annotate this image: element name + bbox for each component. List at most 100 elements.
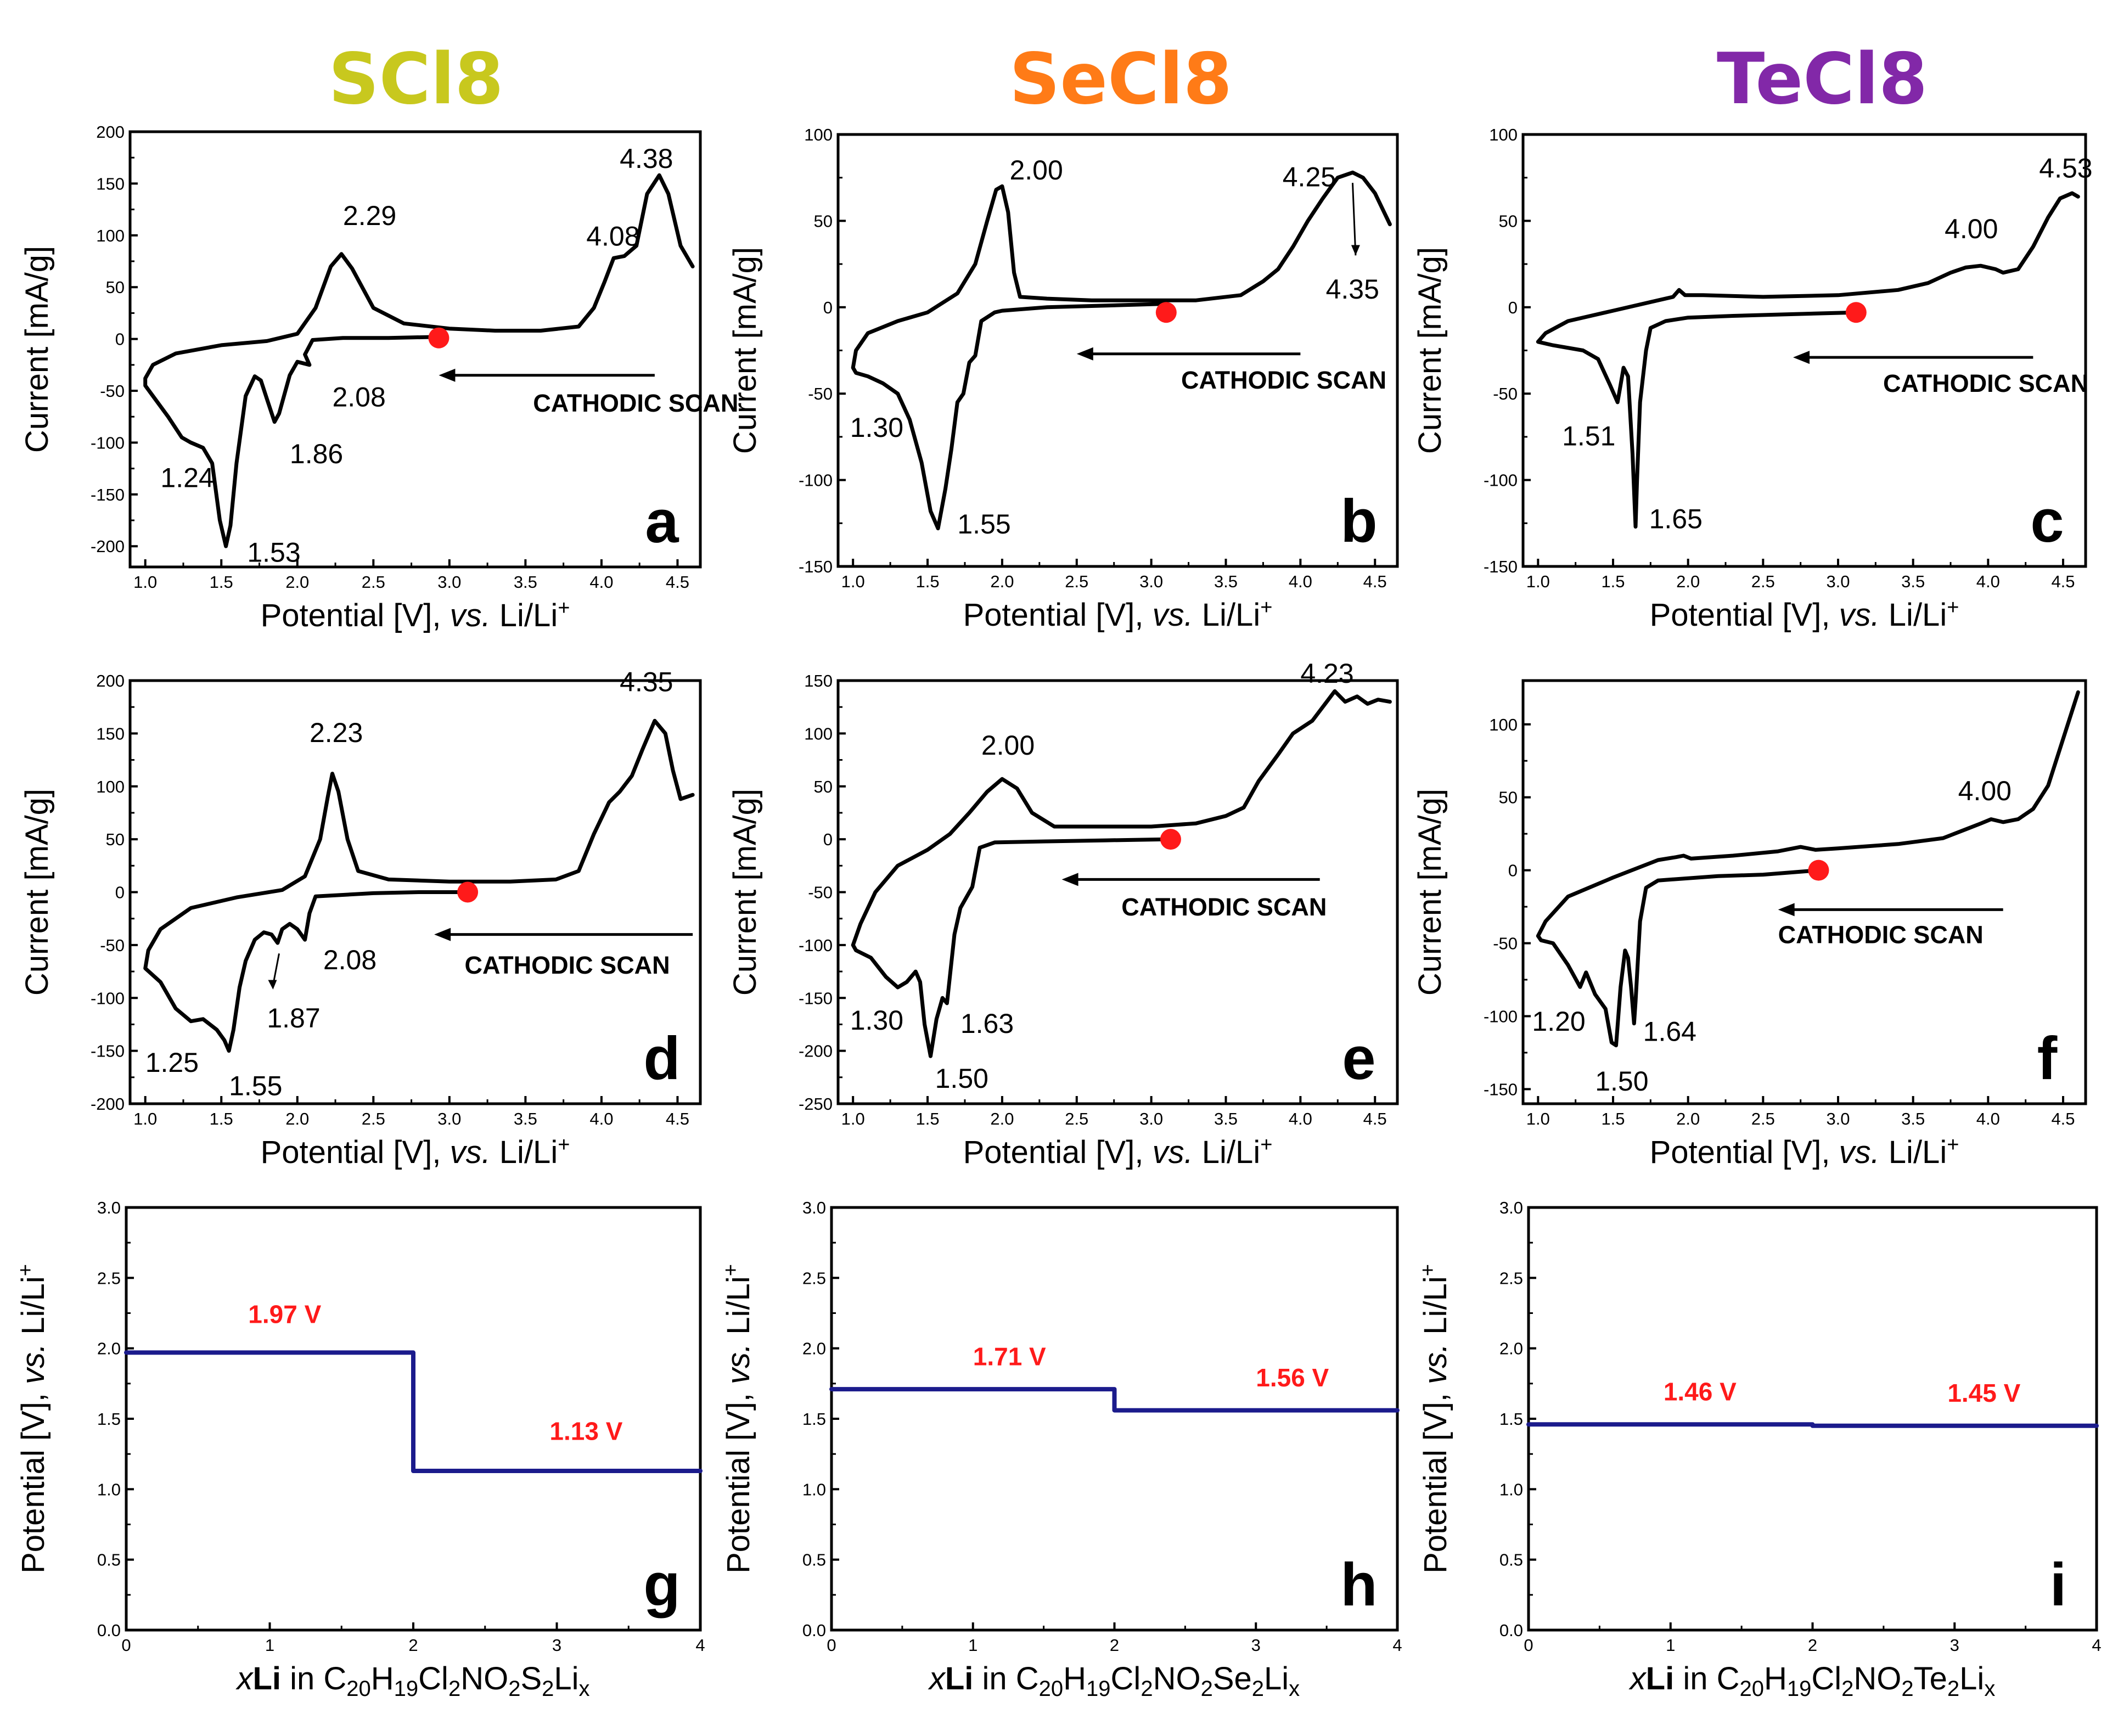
peak-label: 1.20: [1532, 1006, 1585, 1037]
x-tick-label: 3.0: [1139, 572, 1163, 591]
y-label-sup: +: [1417, 1264, 1440, 1276]
x-tick-label: 2: [408, 1636, 418, 1655]
x-label-italic: vs.: [1839, 597, 1880, 633]
y-tick-label: 3.0: [97, 1198, 121, 1217]
voltage-step-line: [124, 1350, 703, 1473]
peak-label: 1.50: [1595, 1066, 1648, 1097]
voltage-label: 1.45 V: [1947, 1379, 2020, 1407]
panel-letter: d: [643, 1025, 680, 1092]
x-label-formula: 2: [1141, 1677, 1153, 1701]
x-tick-label: 1: [1666, 1636, 1675, 1655]
x-label-formula: 2: [1901, 1677, 1913, 1701]
x-tick-label: 3: [1251, 1636, 1261, 1655]
y-tick-label: -100: [799, 471, 833, 490]
y-tick-label: -150: [799, 557, 833, 576]
x-tick-label: 4.5: [2051, 572, 2075, 591]
x-tick-label: 3.0: [1139, 1109, 1163, 1128]
x-label-formula: 2: [448, 1677, 460, 1701]
x-label-formula: 20: [1739, 1677, 1764, 1701]
y-axis-label: Current [mA/g]: [727, 789, 763, 996]
plot-frame: [836, 679, 1399, 1105]
cv-curve: [143, 718, 695, 1053]
x-label-formula: Se: [1213, 1661, 1252, 1696]
y-tick-label: 50: [106, 278, 125, 297]
y-tick-label: 50: [106, 830, 125, 849]
peak-label: 4.35: [620, 666, 673, 697]
x-label-text: Li/Li: [491, 598, 558, 633]
x-label-text: Li/Li: [1880, 1134, 1947, 1170]
y-tick-label: 0.0: [97, 1621, 121, 1640]
panel-a: 1.0 1.5 2.0 2.5 3.0 3.5 4.0 4.5 200 150 100 50 0 -50 -…: [19, 122, 738, 633]
panel-g: 0 1 2 3 4 3.0 2.5 2.0 1.5 1.0 0.5 0.0 1.97 V 1.13 V g x…: [14, 1198, 705, 1701]
x-label-formula: C: [323, 1661, 346, 1696]
x-tick-label: 2.0: [1676, 572, 1700, 591]
peak-label: 1.50: [935, 1063, 988, 1094]
x-label-formula: 2: [542, 1677, 554, 1701]
x-tick-label: 1.5: [210, 1109, 233, 1128]
voltage-label: 1.71 V: [973, 1342, 1046, 1370]
y-axis-label: Potential [V], vs. Li/Li+: [1417, 1264, 1453, 1574]
x-axis-label: Potential [V], vs. Li/Li+: [261, 1133, 570, 1170]
y-tick-label: 100: [804, 724, 833, 743]
y-tick-label: 0: [1508, 298, 1518, 317]
x-label-sup: +: [1260, 1133, 1272, 1156]
x-label-text: in: [973, 1661, 1015, 1696]
x-tick-label: 1: [265, 1636, 274, 1655]
x-label-formula: x: [579, 1677, 590, 1701]
x-tick-label: 4.0: [1976, 1109, 2000, 1128]
x-tick-label: 1.5: [915, 572, 939, 591]
x-label-text: Potential [V],: [1650, 1134, 1839, 1170]
panel-letter: i: [2050, 1551, 2067, 1619]
x-tick-label: 4.5: [1363, 1109, 1387, 1128]
y-axis-label: Potential [V], vs. Li/Li+: [720, 1264, 756, 1574]
x-label-formula: NO: [1853, 1661, 1901, 1696]
peak-label: 1.53: [247, 537, 300, 568]
x-tick-label: 0: [827, 1636, 836, 1655]
x-tick-label: 2.5: [362, 1109, 385, 1128]
cathodic-scan-label: CATHODIC SCAN: [465, 951, 670, 979]
y-tick-label: 0.0: [802, 1621, 826, 1640]
panel-letter: a: [645, 488, 679, 555]
x-tick-label: 0: [121, 1636, 131, 1655]
y-axis-label: Potential [V], vs. Li/Li+: [14, 1264, 51, 1574]
cv-curve: [1536, 191, 2080, 529]
y-tick-label: -150: [799, 988, 833, 1008]
y-tick-label: -100: [91, 988, 125, 1008]
scan-start-marker: [1845, 302, 1867, 323]
panel-letter: f: [2037, 1025, 2058, 1092]
peak-label: 4.35: [1326, 274, 1379, 305]
panel-letter: g: [643, 1551, 680, 1619]
x-label-text: Li/Li: [491, 1134, 558, 1170]
y-tick-label: 200: [96, 122, 125, 142]
x-tick-label: 4.0: [589, 572, 613, 592]
x-label-formula: Te: [1914, 1661, 1947, 1696]
x-tick-label: 1: [968, 1636, 977, 1655]
y-label-sup: +: [14, 1264, 37, 1276]
y-tick-label: -100: [1484, 471, 1518, 490]
y-tick-label: -100: [91, 433, 125, 452]
x-tick-label: 2.5: [1065, 572, 1088, 591]
peak-label: 2.08: [323, 945, 377, 975]
voltage-step-line: [1526, 1422, 2099, 1428]
column-title-secl8: SeCl8: [1009, 38, 1232, 120]
arrow-head: [1076, 347, 1093, 361]
x-label-formula: NO: [460, 1661, 508, 1696]
x-label-italic: x: [928, 1661, 946, 1696]
y-tick-label: 50: [814, 211, 833, 231]
scan-start-marker: [428, 327, 450, 349]
x-label-bold: Li: [945, 1661, 974, 1696]
y-tick-label: 0: [823, 830, 833, 849]
y-tick-label: -50: [808, 384, 833, 403]
y-label-text: Potential [V],: [1418, 1384, 1453, 1574]
column-title-scl8: SCl8: [328, 38, 503, 120]
x-tick-label: 4: [2092, 1636, 2101, 1655]
y-label-italic: vs.: [1418, 1344, 1453, 1384]
y-tick-label: 0: [823, 298, 833, 317]
x-label-formula: S: [520, 1661, 542, 1696]
x-tick-label: 3: [1950, 1636, 1959, 1655]
arrow-head: [1061, 873, 1078, 886]
y-tick-label: 2.5: [1499, 1268, 1523, 1288]
x-label-formula: Cl: [1811, 1661, 1841, 1696]
x-tick-label: 3.0: [437, 1109, 461, 1128]
